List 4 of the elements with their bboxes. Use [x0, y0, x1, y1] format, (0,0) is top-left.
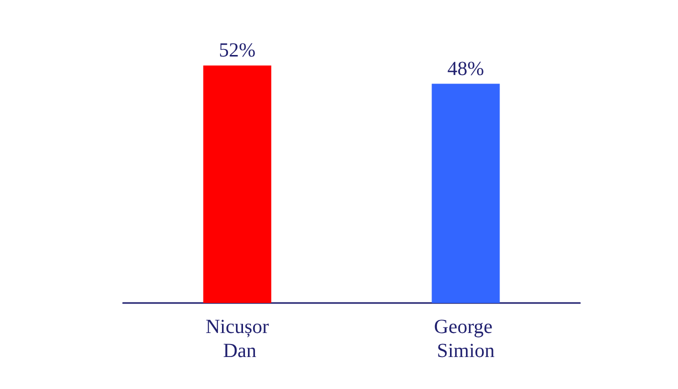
data-label: 48% — [447, 58, 484, 80]
x-tick-label: George Simion — [434, 316, 498, 362]
data-label: 52% — [218, 40, 256, 62]
x-tick-label: Nicușor Dan — [206, 316, 270, 362]
